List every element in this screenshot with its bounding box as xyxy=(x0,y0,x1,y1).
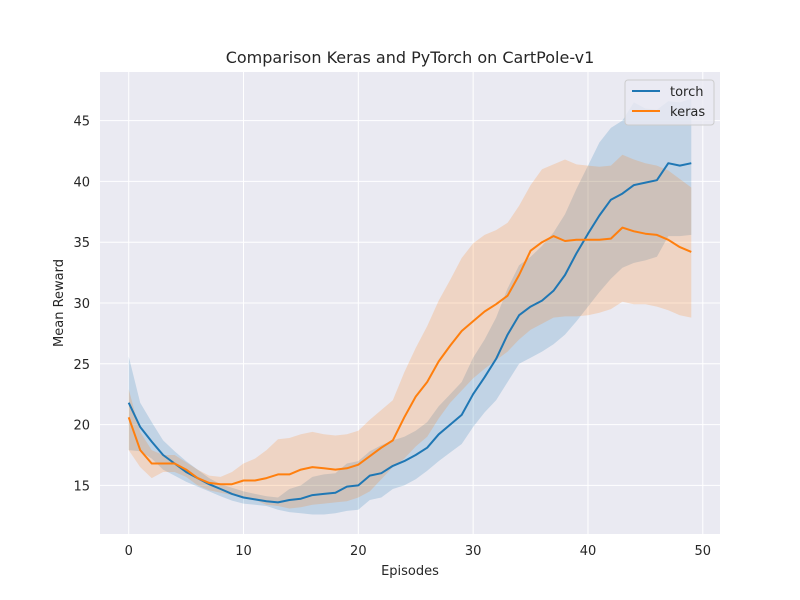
y-tick-label: 20 xyxy=(73,419,90,434)
x-tick-label: 30 xyxy=(465,544,482,559)
x-axis-label: Episodes xyxy=(381,564,439,579)
x-tick-label: 0 xyxy=(125,544,133,559)
legend: torch keras xyxy=(624,79,715,126)
line-keras xyxy=(127,226,692,486)
chart-title: Comparison Keras and PyTorch on CartPole… xyxy=(226,48,595,67)
confidence-bands xyxy=(128,98,692,515)
band-torch xyxy=(128,98,692,515)
band-keras xyxy=(128,154,692,509)
x-axis-ticks: 0 10 20 30 40 50 xyxy=(125,544,711,559)
x-tick-label: 40 xyxy=(580,544,597,559)
y-tick-label: 15 xyxy=(73,479,90,494)
y-tick-label: 35 xyxy=(73,236,90,251)
legend-label-torch: torch xyxy=(670,85,704,100)
x-tick-label: 10 xyxy=(235,544,252,559)
x-tick-label: 50 xyxy=(695,544,712,559)
x-tick-label: 20 xyxy=(350,544,367,559)
grid-lines xyxy=(100,72,720,534)
y-tick-label: 40 xyxy=(73,175,90,190)
legend-label-keras: keras xyxy=(670,105,705,120)
y-axis-label: Mean Reward xyxy=(52,259,67,347)
line-torch xyxy=(127,162,692,504)
y-tick-label: 30 xyxy=(73,297,90,312)
y-tick-label: 25 xyxy=(73,358,90,373)
series-lines xyxy=(127,162,692,504)
y-tick-label: 45 xyxy=(73,115,90,130)
y-axis-ticks: 15 20 25 30 35 40 45 xyxy=(73,115,90,495)
